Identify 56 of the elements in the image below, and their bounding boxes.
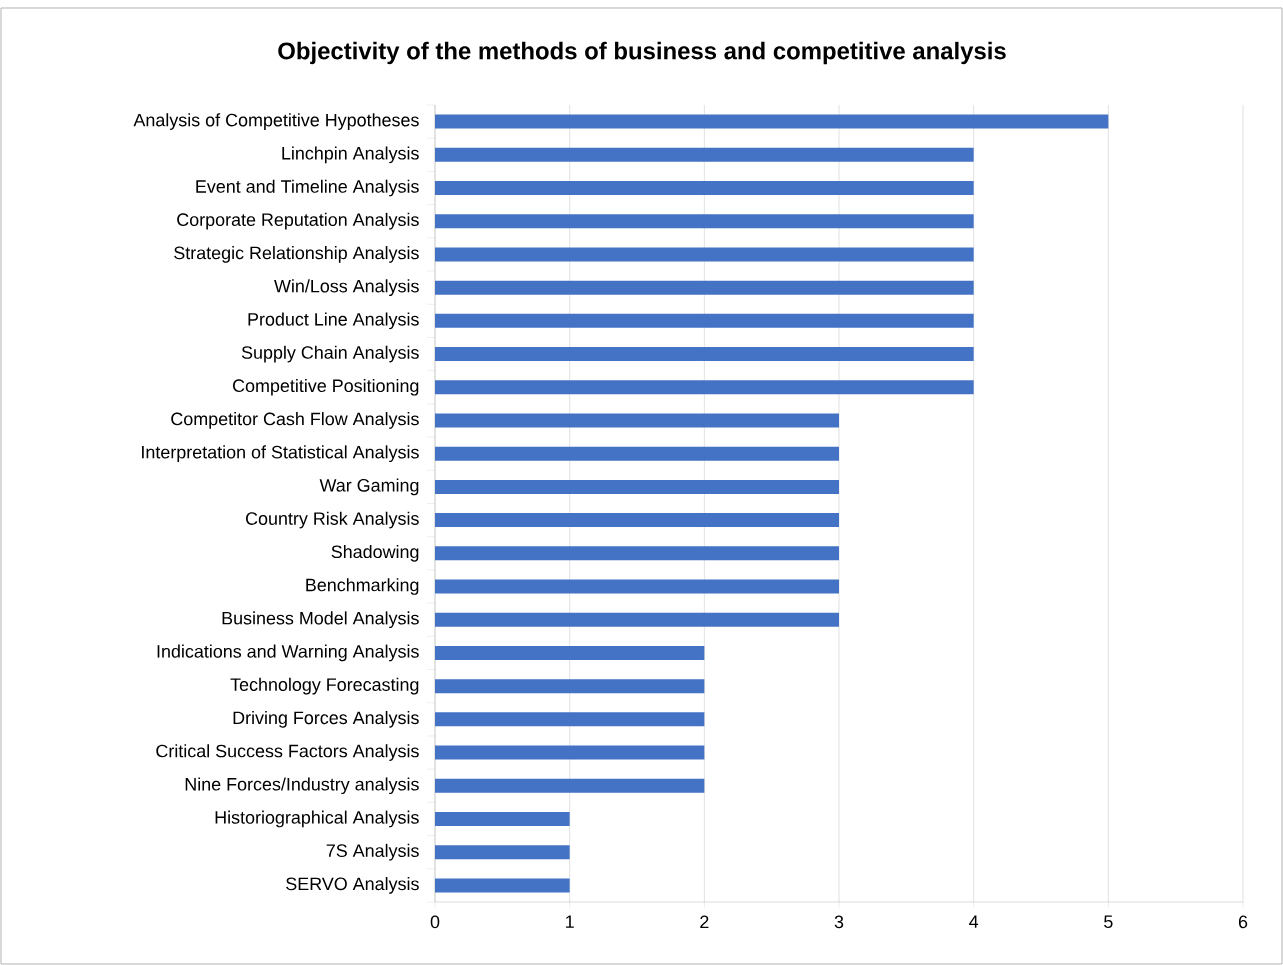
- y-tick-label: Win/Loss Analysis: [274, 279, 419, 296]
- y-tick-label: Historiographical Analysis: [215, 810, 419, 828]
- y-tick-label: Nine Forces/Industry analysis: [185, 777, 419, 795]
- x-tick-label: 6: [1238, 915, 1248, 929]
- y-tick-label: Linchpin Analysis: [282, 146, 419, 164]
- bar: [435, 479, 840, 494]
- y-tick-label: Shadowing: [331, 544, 419, 562]
- bar: [435, 413, 840, 428]
- y-tick-label: Country Risk Analysis: [245, 511, 419, 529]
- x-tick-label: 5: [1104, 915, 1113, 929]
- x-tick-label: 4: [969, 915, 979, 928]
- bar: [435, 313, 974, 328]
- bar: [435, 446, 840, 461]
- bar: [435, 745, 705, 760]
- y-tick-label: Business Model Analysis: [222, 611, 419, 629]
- chart-title: Objectivity of the methods of business and competitive analysis: [278, 41, 1006, 65]
- y-tick-label: Critical Success Factors Analysis: [156, 744, 419, 761]
- y-tick-label: Technology Forecasting: [230, 677, 419, 695]
- y-tick-label: SERVO Analysis: [286, 877, 419, 894]
- bar: [435, 811, 570, 826]
- bar: [435, 280, 974, 295]
- x-tick-label: 2: [700, 915, 709, 929]
- y-tick-label: Analysis of Competitive Hypotheses: [133, 113, 419, 130]
- y-tick-label: Driving Forces Analysis: [233, 710, 419, 728]
- bar: [435, 347, 974, 362]
- bar: [435, 645, 705, 660]
- bar: [435, 845, 570, 860]
- bar: [435, 579, 840, 594]
- x-tick-label: 0: [430, 915, 440, 929]
- bar: [435, 778, 705, 793]
- bar: [435, 878, 570, 893]
- bar: [435, 712, 705, 727]
- y-tick-label: Benchmarking: [306, 578, 419, 595]
- y-tick-label: Strategic Relationship Analysis: [174, 246, 419, 263]
- x-tick-label: 1: [566, 915, 574, 928]
- bar: [435, 546, 840, 561]
- y-tick-label: Product Line Analysis: [248, 312, 419, 330]
- y-tick-label: Event and Timeline Analysis: [196, 179, 419, 197]
- bar: [435, 380, 974, 395]
- y-tick-label: Indications and Warning Analysis: [157, 644, 419, 662]
- y-tick-label: Supply Chain Analysis: [241, 345, 419, 363]
- y-tick-label: 7S Analysis: [326, 843, 419, 861]
- bar: [435, 679, 705, 694]
- bar: [435, 181, 974, 196]
- x-tick-label: 3: [834, 915, 844, 929]
- bar: [435, 513, 840, 528]
- bar: [435, 114, 1109, 129]
- y-tick-label: Competitive Positioning: [233, 378, 419, 396]
- y-tick-label: Interpretation of Statistical Analysis: [142, 445, 419, 463]
- y-tick-label: Competitor Cash Flow Analysis: [171, 412, 419, 429]
- bar: [435, 247, 974, 262]
- bar: [435, 214, 974, 229]
- y-tick-label: Corporate Reputation Analysis: [177, 212, 419, 230]
- bar: [435, 612, 840, 627]
- y-tick-label: War Gaming: [319, 478, 419, 496]
- bar: [435, 147, 974, 162]
